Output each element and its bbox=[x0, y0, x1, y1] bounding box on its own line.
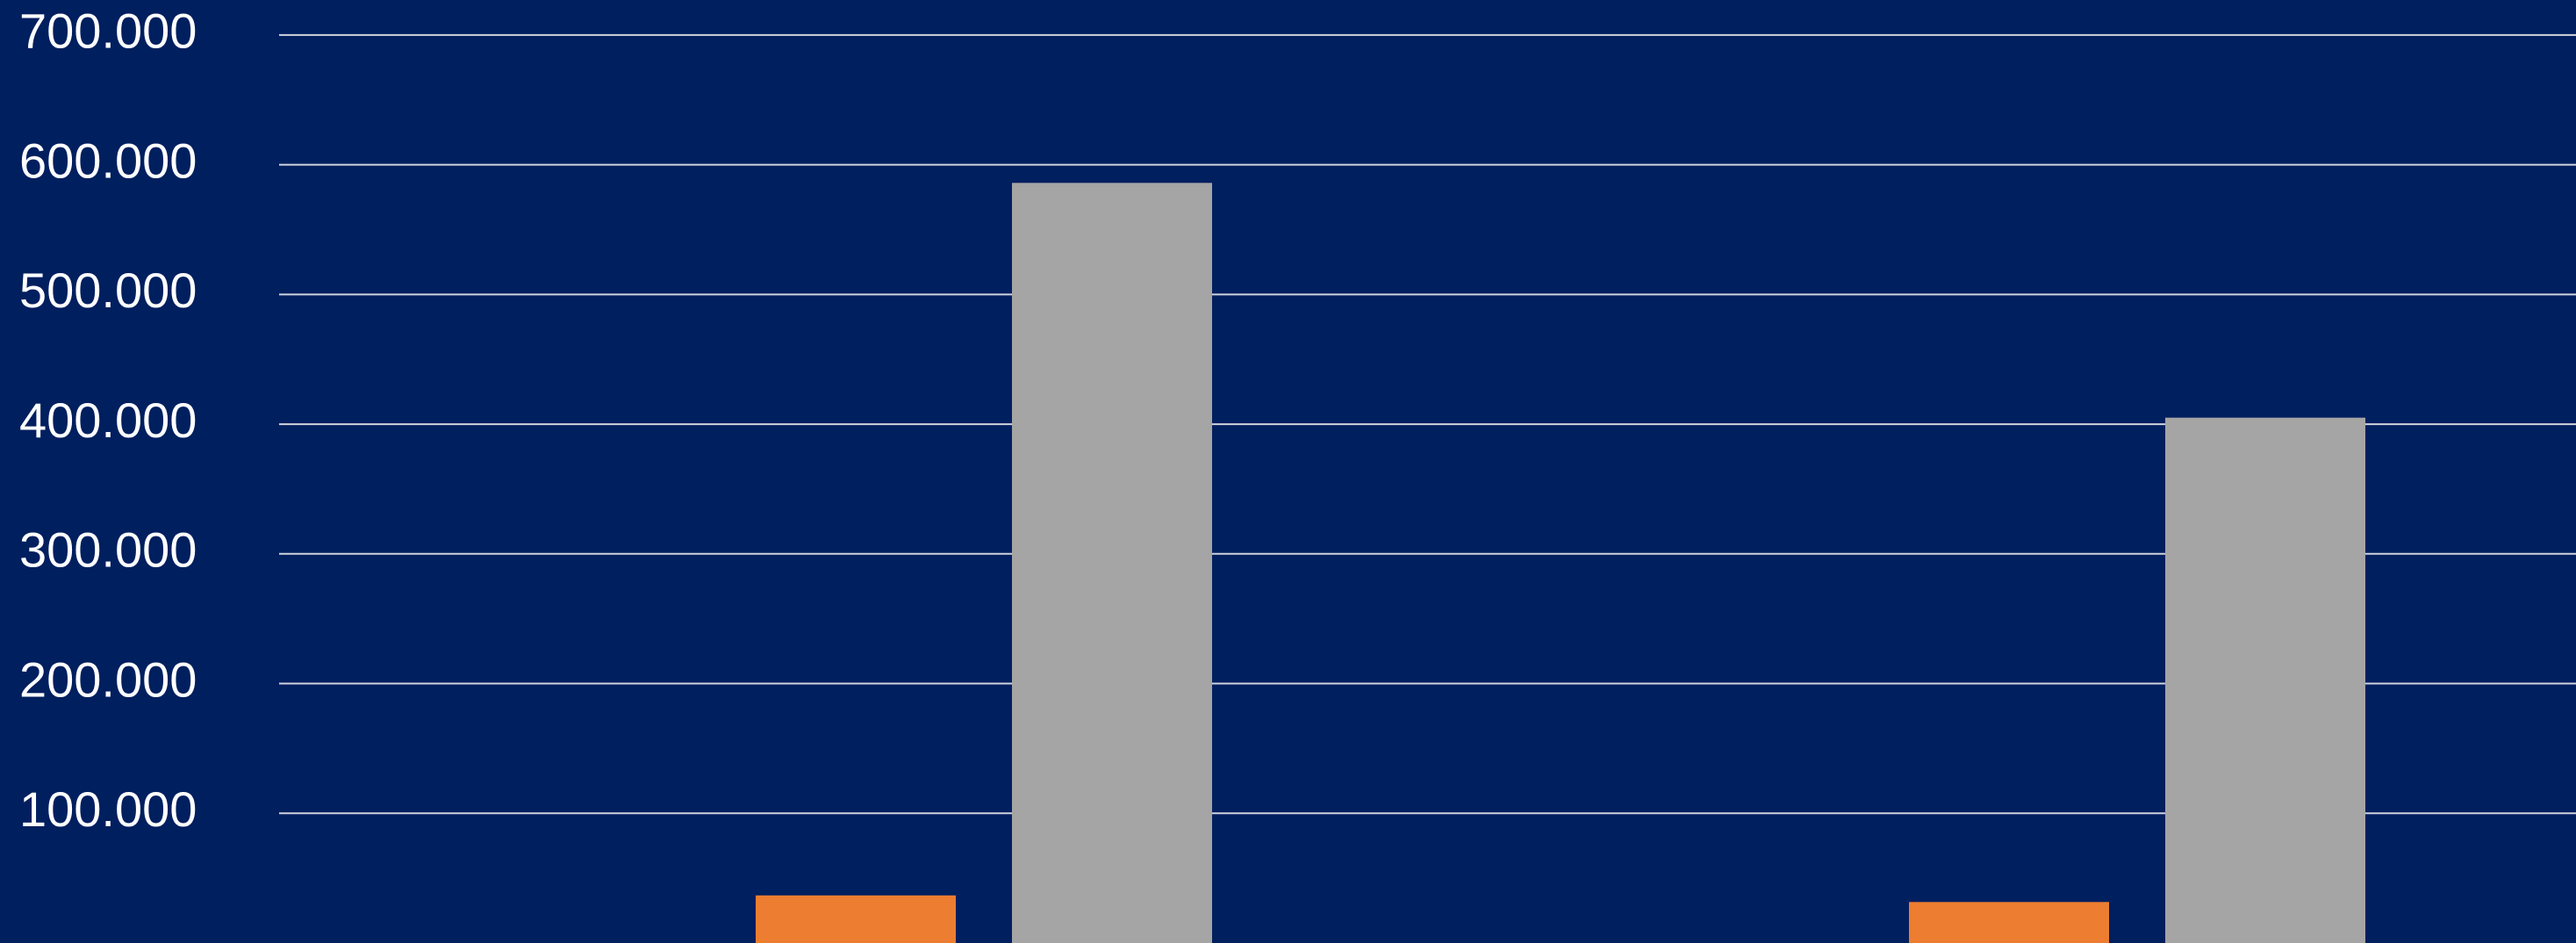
bar bbox=[756, 895, 956, 943]
y-tick-label: 200.000 bbox=[19, 651, 197, 707]
y-tick-label: 100.000 bbox=[19, 781, 197, 837]
y-tick-label: 300.000 bbox=[19, 522, 197, 578]
bar bbox=[1012, 183, 1212, 943]
bar bbox=[2165, 417, 2365, 943]
y-tick-label: 600.000 bbox=[19, 133, 197, 188]
y-tick-label: 500.000 bbox=[19, 263, 197, 318]
bar bbox=[1909, 902, 2109, 943]
y-tick-label: 400.000 bbox=[19, 392, 197, 448]
y-tick-label: 700.000 bbox=[19, 4, 197, 59]
